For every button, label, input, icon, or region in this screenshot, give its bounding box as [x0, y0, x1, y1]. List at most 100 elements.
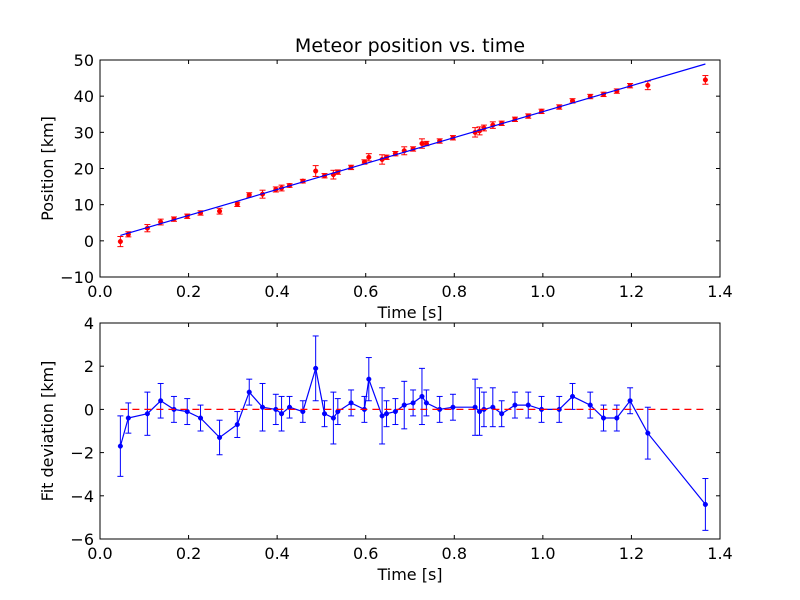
- y-tick-label: 10: [74, 196, 94, 215]
- point-marker: [321, 411, 328, 417]
- x-tick-label: 1.4: [707, 544, 732, 563]
- point-marker: [330, 415, 336, 421]
- y-axis-label: Fit deviation [km]: [38, 361, 57, 502]
- point-marker: [419, 140, 425, 147]
- y-tick-label: 4: [84, 314, 94, 333]
- fit-line: [120, 63, 706, 236]
- y-tick-label: 0: [84, 232, 94, 251]
- point-marker: [645, 82, 651, 88]
- data-point: [418, 367, 425, 426]
- data-point: [498, 400, 505, 428]
- point-marker: [313, 168, 319, 174]
- x-tick-label: 1.2: [619, 282, 644, 301]
- data-point: [379, 387, 386, 445]
- series-line: [120, 63, 706, 236]
- point-marker: [379, 413, 385, 419]
- x-axis-label: Time [s]: [376, 565, 442, 584]
- point-marker: [401, 402, 407, 408]
- point-marker: [246, 192, 252, 198]
- data-point: [392, 398, 399, 426]
- y-tick-label: 50: [74, 51, 94, 70]
- point-marker: [259, 404, 266, 410]
- data-point: [348, 389, 355, 417]
- data-point: [361, 395, 368, 423]
- data-point: [511, 391, 518, 419]
- x-tick-label: 1.0: [530, 282, 555, 301]
- y-tick-label: 2: [84, 357, 94, 376]
- data-point: [525, 391, 532, 419]
- data-point: [644, 80, 651, 91]
- point-marker: [702, 77, 708, 83]
- point-marker: [234, 421, 240, 428]
- point-marker: [197, 415, 204, 421]
- data-point: [476, 387, 483, 436]
- x-tick-label: 0.4: [264, 282, 289, 301]
- series-errorbar-line: [117, 335, 709, 531]
- y-tick-label: 20: [74, 160, 94, 179]
- data-point: [702, 75, 709, 85]
- point-marker: [383, 411, 390, 417]
- data-point: [587, 391, 594, 419]
- x-tick-label: 0.4: [264, 544, 289, 563]
- x-tick-label: 0.2: [176, 282, 201, 301]
- y-tick-label: −4: [70, 487, 94, 506]
- x-tick-label: 1.2: [619, 544, 644, 563]
- data-point: [216, 419, 223, 456]
- y-tick-label: −6: [70, 530, 94, 549]
- data-point: [449, 393, 456, 421]
- data-point: [246, 378, 253, 406]
- point-marker: [313, 365, 319, 371]
- data-point: [436, 138, 443, 144]
- data-point: [365, 153, 372, 162]
- data-point: [383, 400, 390, 428]
- chart-title: Meteor position vs. time: [295, 35, 525, 57]
- x-tick-label: 1.4: [707, 282, 732, 301]
- x-axis-label: Time [s]: [376, 303, 442, 322]
- point-marker: [279, 411, 285, 417]
- point-marker: [117, 239, 123, 245]
- y-tick-label: −10: [60, 268, 94, 287]
- data-point: [702, 478, 709, 531]
- y-tick-label: 30: [74, 123, 94, 142]
- data-point: [117, 415, 124, 477]
- data-point: [234, 201, 241, 207]
- data-point: [410, 389, 417, 417]
- series-errorbar-points: [117, 75, 709, 248]
- point-marker: [419, 393, 425, 399]
- x-tick-label: 0.8: [442, 282, 467, 301]
- data-point: [117, 235, 124, 248]
- point-marker: [366, 376, 372, 382]
- x-tick-label: 0.0: [87, 544, 112, 563]
- data-point: [436, 395, 443, 423]
- data-point: [569, 382, 576, 410]
- data-point: [184, 398, 191, 426]
- point-marker: [525, 402, 531, 408]
- point-marker: [246, 389, 252, 395]
- point-marker: [450, 404, 456, 410]
- data-point: [472, 378, 479, 436]
- point-marker: [234, 201, 240, 207]
- data-point: [401, 380, 408, 430]
- point-marker: [158, 398, 164, 404]
- axes-frame: [99, 59, 721, 278]
- data-point: [401, 146, 408, 156]
- point-marker: [217, 208, 223, 214]
- y-tick-label: 0: [84, 400, 94, 419]
- point-marker: [702, 501, 708, 507]
- data-point: [259, 382, 266, 432]
- data-point: [144, 391, 151, 436]
- x-tick-label: 0.6: [353, 544, 378, 563]
- data-point: [278, 395, 285, 432]
- point-marker: [627, 398, 633, 404]
- data-point: [312, 165, 319, 177]
- y-tick-label: −2: [70, 444, 94, 463]
- point-marker: [587, 402, 593, 408]
- x-tick-label: 0.6: [353, 282, 378, 301]
- data-point: [312, 335, 319, 402]
- data-point: [321, 400, 328, 428]
- data-point: [365, 357, 372, 402]
- data-point: [216, 207, 223, 215]
- data-point: [299, 400, 306, 423]
- x-tick-label: 0.0: [87, 282, 112, 301]
- position-plot: 0.0 0.2 0.4 0.6 0.8 1.0 1.2 1.4 −10 0 10 20 30 40 50 Ti…: [38, 35, 733, 322]
